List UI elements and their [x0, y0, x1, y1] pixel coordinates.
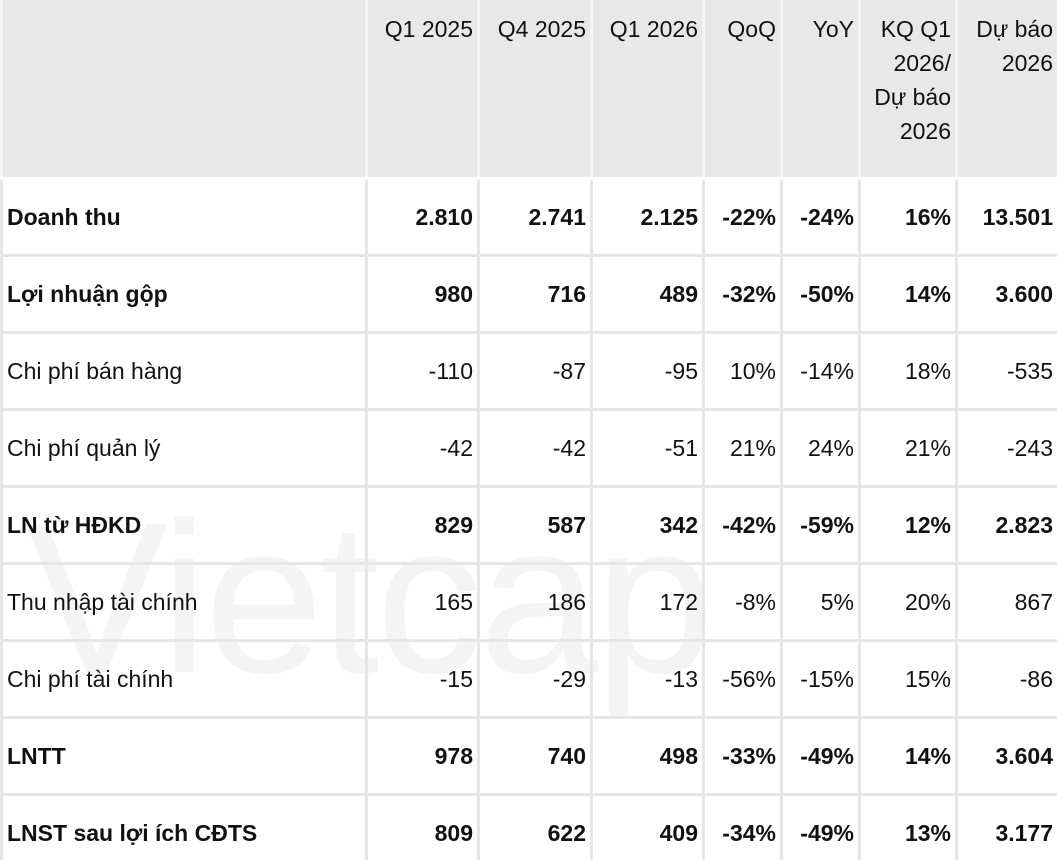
value-cell: -29: [477, 640, 593, 719]
value-cell: -8%: [702, 563, 783, 642]
header-cell: Dự báo 2026: [955, 0, 1057, 180]
value-cell: 3.177: [955, 794, 1057, 860]
value-cell: 14%: [858, 255, 958, 334]
value-cell: 18%: [858, 332, 958, 411]
header-cell: [0, 0, 368, 180]
value-cell: 15%: [858, 640, 958, 719]
value-cell: -42: [477, 409, 593, 488]
table-row: LNTT 978 740 498 -33% -49% 14% 3.604: [0, 717, 1057, 796]
table-row: Chi phí bán hàng -110 -87 -95 10% -14% 18% -535: [0, 332, 1057, 411]
value-cell: 12%: [858, 486, 958, 565]
value-cell: 21%: [858, 409, 958, 488]
table-row: Chi phí quản lý -42 -42 -51 21% 24% 21% -243: [0, 409, 1057, 488]
value-cell: 716: [477, 255, 593, 334]
value-cell: -49%: [780, 794, 861, 860]
value-cell: 587: [477, 486, 593, 565]
value-cell: 740: [477, 717, 593, 796]
header-cell: Q4 2025: [477, 0, 593, 180]
value-cell: -32%: [702, 255, 783, 334]
table-row: Thu nhập tài chính 165 186 172 -8% 5% 20% 867: [0, 563, 1057, 642]
value-cell: -51: [590, 409, 705, 488]
value-cell: -33%: [702, 717, 783, 796]
value-cell: -15: [365, 640, 480, 719]
value-cell: -49%: [780, 717, 861, 796]
value-cell: -87: [477, 332, 593, 411]
value-cell: 3.600: [955, 255, 1057, 334]
table-row: Doanh thu 2.810 2.741 2.125 -22% -24% 16% 13.50…: [0, 178, 1057, 257]
value-cell: -22%: [702, 178, 783, 257]
header-cell: Q1 2026: [590, 0, 705, 180]
value-cell: 622: [477, 794, 593, 860]
row-label: Lợi nhuận gộp: [0, 255, 368, 334]
value-cell: 24%: [780, 409, 861, 488]
value-cell: 2.810: [365, 178, 480, 257]
row-label: Chi phí bán hàng: [0, 332, 368, 411]
row-label: Doanh thu: [0, 178, 368, 257]
value-cell: 3.604: [955, 717, 1057, 796]
value-cell: 13%: [858, 794, 958, 860]
value-cell: -42%: [702, 486, 783, 565]
value-cell: 14%: [858, 717, 958, 796]
value-cell: 172: [590, 563, 705, 642]
value-cell: -56%: [702, 640, 783, 719]
table-row: Lợi nhuận gộp 980 716 489 -32% -50% 14% 3.600: [0, 255, 1057, 334]
header-cell: QoQ: [702, 0, 783, 180]
value-cell: 13.501: [955, 178, 1057, 257]
value-cell: 16%: [858, 178, 958, 257]
value-cell: 829: [365, 486, 480, 565]
value-cell: 5%: [780, 563, 861, 642]
value-cell: 10%: [702, 332, 783, 411]
value-cell: -50%: [780, 255, 861, 334]
value-cell: -535: [955, 332, 1057, 411]
row-label: LNTT: [0, 717, 368, 796]
row-label: Chi phí quản lý: [0, 409, 368, 488]
table-row: Chi phí tài chính -15 -29 -13 -56% -15% 15% -86: [0, 640, 1057, 719]
value-cell: 2.823: [955, 486, 1057, 565]
value-cell: 20%: [858, 563, 958, 642]
value-cell: -110: [365, 332, 480, 411]
value-cell: -243: [955, 409, 1057, 488]
value-cell: 978: [365, 717, 480, 796]
value-cell: 342: [590, 486, 705, 565]
row-label: Thu nhập tài chính: [0, 563, 368, 642]
value-cell: -34%: [702, 794, 783, 860]
value-cell: 867: [955, 563, 1057, 642]
table-row: LN từ HĐKD 829 587 342 -42% -59% 12% 2.823: [0, 486, 1057, 565]
header-cell: KQ Q1 2026/ Dự báo 2026: [858, 0, 958, 180]
value-cell: 980: [365, 255, 480, 334]
value-cell: -95: [590, 332, 705, 411]
row-label: Chi phí tài chính: [0, 640, 368, 719]
value-cell: 489: [590, 255, 705, 334]
value-cell: -59%: [780, 486, 861, 565]
table-body: Doanh thu 2.810 2.741 2.125 -22% -24% 16% 13.50…: [0, 178, 1057, 860]
value-cell: -15%: [780, 640, 861, 719]
value-cell: -86: [955, 640, 1057, 719]
value-cell: -24%: [780, 178, 861, 257]
value-cell: 409: [590, 794, 705, 860]
value-cell: 498: [590, 717, 705, 796]
value-cell: -13: [590, 640, 705, 719]
value-cell: 21%: [702, 409, 783, 488]
value-cell: 186: [477, 563, 593, 642]
row-label: LN từ HĐKD: [0, 486, 368, 565]
table-row: LNST sau lợi ích CĐTS 809 622 409 -34% -49% 13…: [0, 794, 1057, 860]
header-cell: Q1 2025: [365, 0, 480, 180]
value-cell: 809: [365, 794, 480, 860]
value-cell: 2.125: [590, 178, 705, 257]
value-cell: -42: [365, 409, 480, 488]
value-cell: 2.741: [477, 178, 593, 257]
header-row: Q1 2025 Q4 2025 Q1 2026 QoQ YoY KQ Q1 2026/ D…: [0, 0, 1057, 180]
row-label: LNST sau lợi ích CĐTS: [0, 794, 368, 860]
value-cell: 165: [365, 563, 480, 642]
header-cell: YoY: [780, 0, 861, 180]
value-cell: -14%: [780, 332, 861, 411]
